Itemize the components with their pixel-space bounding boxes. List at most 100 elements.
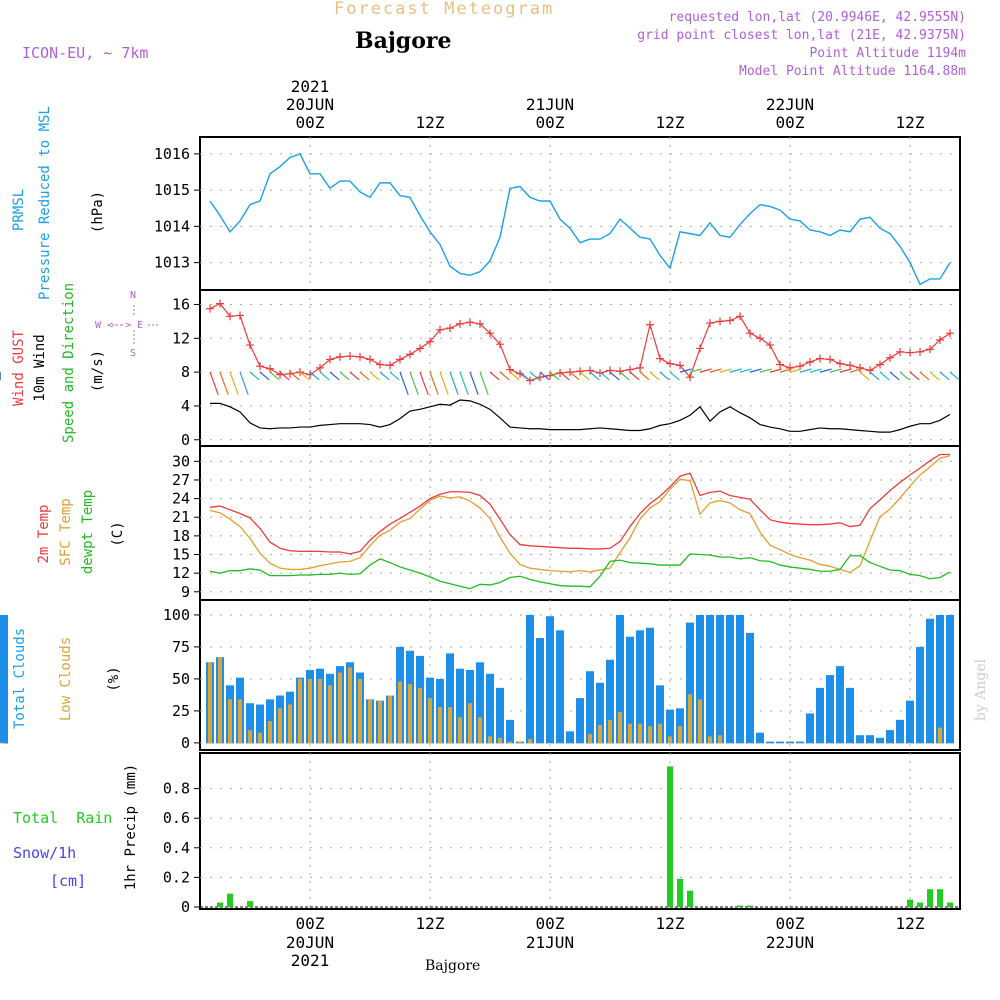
low-cloud-bar — [418, 687, 422, 744]
gust-marker — [496, 340, 504, 349]
low-cloud-bar — [768, 742, 772, 744]
wind-direction-arrow — [319, 371, 330, 381]
compass-line: W <--> E — [95, 320, 144, 331]
low-cloud-bar — [948, 742, 952, 744]
gust-marker — [886, 353, 894, 362]
wind-direction-arrow — [789, 368, 802, 373]
total-cloud-bar — [506, 719, 514, 744]
wind-direction-arrow — [909, 371, 920, 381]
gust-marker — [376, 360, 384, 369]
wind-direction-arrow — [529, 371, 540, 381]
total-cloud-bar — [536, 637, 544, 744]
total-cloud-bar — [866, 735, 874, 744]
total-cloud-bar — [666, 709, 674, 744]
pressure-unit: (hPa) — [90, 190, 106, 234]
total-cloud-bar — [526, 614, 534, 744]
low-cloud-bar — [718, 735, 722, 744]
subtitle: Forecast Meteogram — [334, 0, 555, 19]
bottom-hour-label: 00Z — [536, 914, 565, 933]
wind-direction-arrow — [349, 371, 360, 381]
y-tick-label: 25 — [172, 702, 190, 720]
gust-marker — [236, 311, 244, 320]
gust-marker — [826, 355, 834, 364]
low-cloud-bar — [898, 742, 902, 744]
precip-unit: 1hr Precip (mm) — [123, 763, 139, 891]
wind-direction-arrow — [379, 371, 390, 381]
wind-direction-arrow — [559, 371, 570, 381]
info-line-point-alt: Point Altitude 1194m — [809, 46, 966, 61]
rain-bar — [227, 893, 233, 907]
total-cloud-bar — [836, 666, 844, 744]
bottom-hour-label: 12Z — [656, 914, 685, 933]
bottom-hour-label: 00Z — [296, 914, 325, 933]
low-cloud-bar — [848, 742, 852, 744]
rain-bar — [217, 902, 223, 907]
precip-snow-label: Snow/1h — [13, 844, 77, 862]
wind-direction-arrow — [269, 371, 280, 381]
bottom-date-label: 20JUN — [286, 933, 334, 952]
wind-direction-arrow — [499, 371, 510, 381]
y-tick-label: 16 — [172, 295, 190, 313]
wind-direction-arrow — [609, 371, 620, 381]
total-cloud-bar — [566, 731, 574, 744]
total-cloud-bar — [826, 675, 834, 744]
total-cloud-bar — [766, 741, 774, 744]
y-tick-label: 21 — [172, 508, 190, 526]
gust-marker — [266, 364, 274, 373]
clouds-total-label: Total Clouds — [12, 627, 28, 729]
low-cloud-bar — [318, 678, 322, 744]
total-cloud-bar — [556, 630, 564, 744]
gust-marker — [616, 367, 624, 376]
gust-marker — [206, 304, 214, 313]
low-cloud-bar — [638, 723, 642, 744]
rain-bar — [667, 766, 673, 907]
gust-marker — [676, 361, 684, 370]
low-cloud-bar — [328, 685, 332, 744]
low-cloud-bar — [928, 742, 932, 744]
wind-direction-arrow — [779, 368, 792, 373]
total-cloud-bar — [0, 629, 8, 744]
total-cloud-bar — [796, 741, 804, 744]
low-cloud-bar — [408, 684, 412, 744]
low-cloud-bar — [678, 726, 682, 744]
low-cloud-bar — [618, 712, 622, 744]
gust-marker — [226, 312, 234, 321]
temp-sfc-label: SFC Temp — [58, 498, 74, 566]
low-cloud-bar — [568, 742, 572, 744]
low-cloud-bar — [738, 742, 742, 744]
gust-marker — [816, 354, 824, 363]
total-cloud-bar — [746, 632, 754, 744]
gust-marker — [756, 334, 764, 343]
y-tick-label: 0.2 — [163, 868, 190, 886]
rain-bar — [677, 878, 683, 907]
pressure-label-prmsl: PRMSL — [11, 188, 27, 232]
low-cloud-bar — [348, 667, 352, 744]
low-cloud-bar — [388, 695, 392, 744]
wind-direction-arrow — [809, 368, 822, 373]
y-tick-label: 30 — [172, 452, 190, 470]
wind-direction-arrow — [259, 371, 270, 381]
gust-marker — [456, 319, 464, 328]
gust-marker — [326, 355, 334, 364]
y-tick-label: 9 — [181, 583, 190, 601]
low-cloud-bar — [258, 732, 262, 744]
low-cloud-bar — [288, 704, 292, 744]
low-cloud-bar — [338, 672, 342, 744]
rain-bar — [247, 901, 253, 907]
y-tick-label: 0.4 — [163, 839, 190, 857]
y-tick-label: 8 — [181, 363, 190, 381]
y-tick-label: 1014 — [154, 217, 190, 235]
gust-marker — [336, 352, 344, 361]
rain-bar — [747, 905, 753, 907]
total-cloud-bar — [856, 735, 864, 744]
gust-marker — [556, 368, 564, 377]
low-cloud-bar — [708, 736, 712, 744]
low-cloud-bar — [238, 699, 242, 744]
gust-marker — [406, 350, 414, 359]
low-cloud-bar — [798, 742, 802, 744]
total-cloud-bar — [716, 614, 724, 744]
wind-direction-arrow — [859, 371, 870, 381]
total-cloud-bar — [786, 741, 794, 744]
wind-direction-arrow — [899, 371, 910, 381]
gust-marker — [686, 373, 694, 382]
